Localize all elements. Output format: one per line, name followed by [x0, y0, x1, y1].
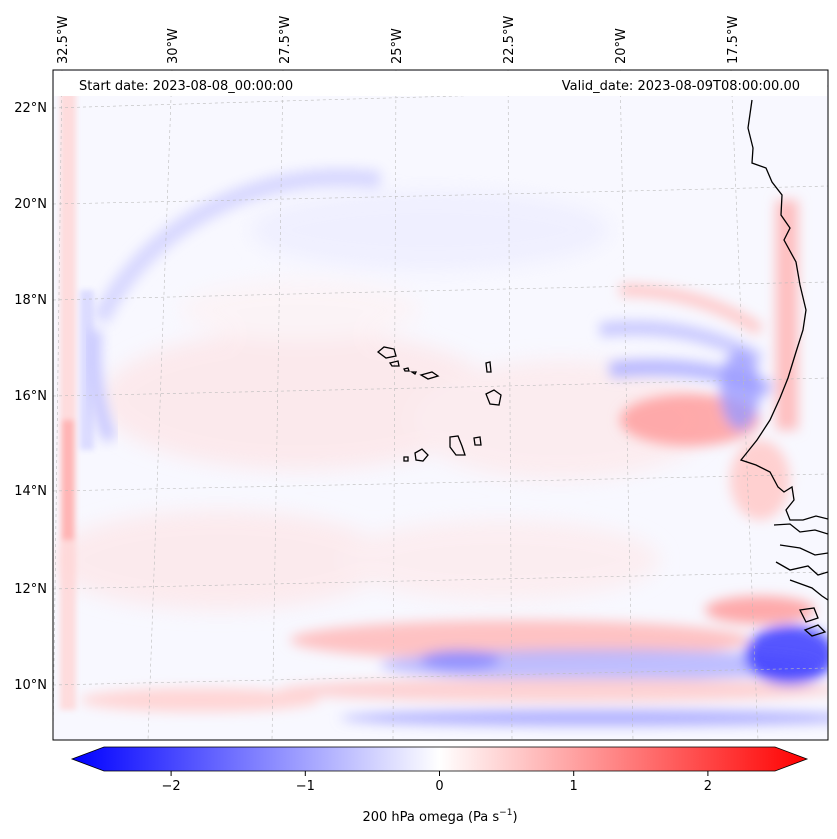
- start-date-label: Start date: 2023-08-08_00:00:00: [79, 79, 293, 94]
- colorbar-label-exponent: −1: [499, 808, 512, 818]
- map-panel: Start date: 2023-08-08_00:00:00 Valid_da…: [52, 69, 829, 741]
- gridlines: [53, 70, 828, 740]
- africa-coastline: [739, 99, 828, 521]
- coastlines: [376, 99, 828, 637]
- colorbar-tick-label: 2: [704, 779, 712, 794]
- lon-label: 17.5°W: [726, 16, 741, 64]
- colorbar-tick-label: −2: [162, 779, 181, 794]
- valid-date-label: Valid_date: 2023-08-09T08:00:00.00: [562, 79, 800, 94]
- lat-label: 18°N: [14, 293, 47, 308]
- colorbar-tick-label: 1: [570, 779, 578, 794]
- latitude-labels: 22°N 20°N 18°N 16°N 14°N 12°N 10°N: [14, 101, 47, 693]
- colorbar-tick-label: −1: [296, 779, 315, 794]
- lat-label: 14°N: [14, 484, 47, 499]
- lon-label: 32.5°W: [56, 16, 71, 64]
- lon-label: 25°W: [390, 28, 405, 64]
- lat-label: 10°N: [14, 678, 47, 693]
- omega-field: [53, 70, 828, 740]
- lat-label: 16°N: [14, 389, 47, 404]
- lon-label: 22.5°W: [502, 16, 517, 64]
- lat-label: 12°N: [14, 582, 47, 597]
- colorbar-body: [70, 746, 809, 772]
- cape-verde-islands: [376, 346, 397, 359]
- header-band: [54, 71, 827, 96]
- longitude-labels: 32.5°W 30°W 27.5°W 25°W 22.5°W 20°W 17.5…: [56, 16, 741, 64]
- colorbar-tick-label: 0: [435, 779, 443, 794]
- lon-label: 27.5°W: [278, 16, 293, 64]
- lat-label: 22°N: [14, 101, 47, 116]
- map-frame: [52, 69, 829, 741]
- lon-label: 20°W: [614, 28, 629, 64]
- colorbar-label: 200 hPa omega (Pa s−1): [362, 808, 517, 825]
- colorbar: −2 −1 0 1 2 200 hPa omega (Pa s−1): [70, 746, 809, 825]
- lon-label: 30°W: [166, 28, 181, 64]
- colorbar-label-close: ): [512, 810, 517, 825]
- colorbar-ticks: −2 −1 0 1 2: [162, 771, 712, 794]
- lat-label: 20°N: [14, 197, 47, 212]
- colorbar-label-main: 200 hPa omega (Pa s: [362, 810, 499, 825]
